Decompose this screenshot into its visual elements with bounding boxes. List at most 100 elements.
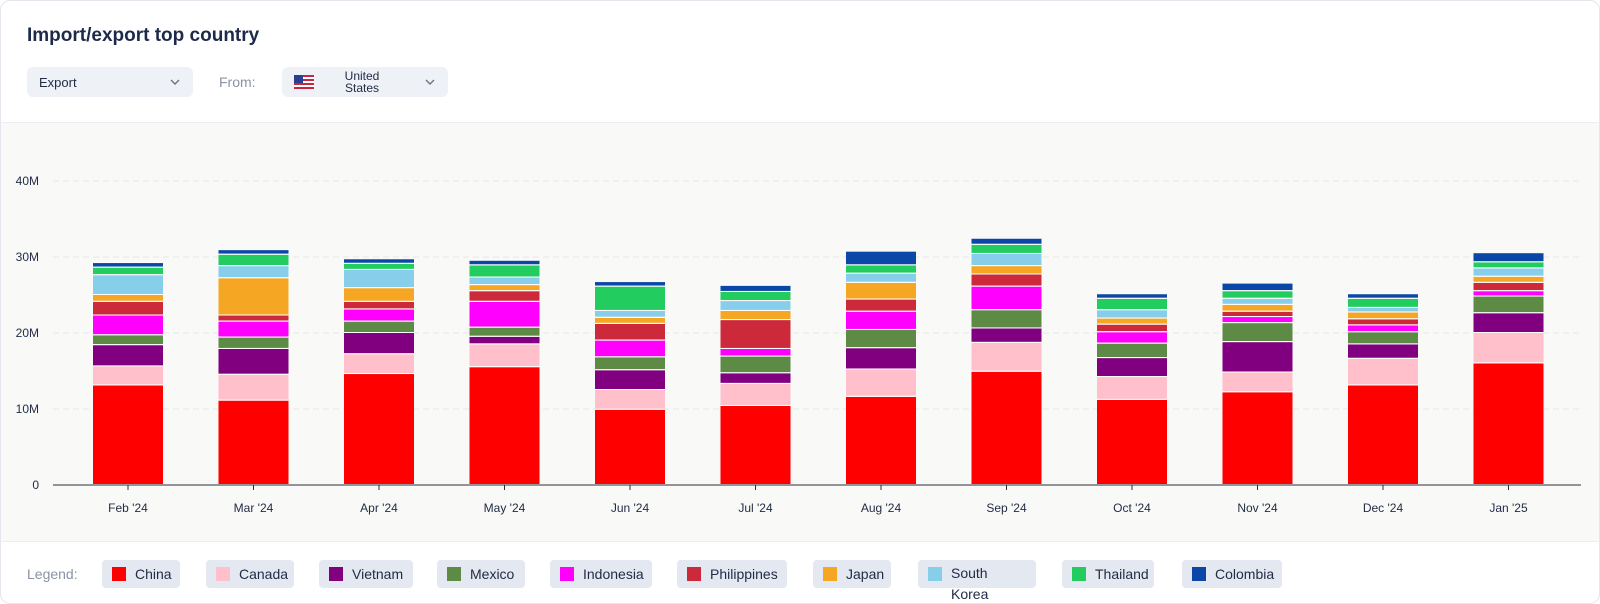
bar-segment-philippines[interactable] xyxy=(720,320,791,348)
bar-segment-china[interactable] xyxy=(344,374,414,484)
bar-segment-philippines[interactable] xyxy=(1473,282,1544,291)
bar-stack[interactable] xyxy=(1097,294,1167,485)
bar-segment-thailand[interactable] xyxy=(1222,291,1293,298)
bar-segment-philippines[interactable] xyxy=(846,299,916,311)
bar-segment-colombia[interactable] xyxy=(344,259,414,263)
bar-segment-canada[interactable] xyxy=(1348,358,1418,385)
bar-segment-canada[interactable] xyxy=(1097,377,1167,399)
bar-segment-philippines[interactable] xyxy=(971,274,1042,286)
bar-segment-south-korea[interactable] xyxy=(344,269,414,288)
bar-segment-thailand[interactable] xyxy=(971,244,1042,253)
bar-segment-japan[interactable] xyxy=(1097,318,1167,324)
bar-segment-philippines[interactable] xyxy=(1097,324,1167,332)
bar-segment-indonesia[interactable] xyxy=(1473,291,1544,296)
bar-segment-south-korea[interactable] xyxy=(1097,310,1167,318)
bar-segment-vietnam[interactable] xyxy=(720,373,791,383)
bar-segment-japan[interactable] xyxy=(846,282,916,299)
bar-segment-indonesia[interactable] xyxy=(1348,325,1418,332)
bar-segment-mexico[interactable] xyxy=(93,335,163,345)
bar-stack[interactable] xyxy=(93,263,163,485)
bar-segment-vietnam[interactable] xyxy=(469,336,540,344)
bar-segment-philippines[interactable] xyxy=(1348,319,1418,325)
legend-item-canada[interactable]: Canada xyxy=(206,560,294,588)
bar-segment-thailand[interactable] xyxy=(1097,298,1167,310)
bar-segment-colombia[interactable] xyxy=(93,263,163,267)
bar-segment-vietnam[interactable] xyxy=(344,333,414,354)
bar-segment-china[interactable] xyxy=(218,400,289,484)
bar-segment-japan[interactable] xyxy=(595,317,665,323)
bar-segment-china[interactable] xyxy=(1097,399,1167,484)
bar-segment-china[interactable] xyxy=(469,367,540,484)
legend-item-vietnam[interactable]: Vietnam xyxy=(319,560,413,588)
bar-segment-mexico[interactable] xyxy=(218,337,289,348)
legend-item-colombia[interactable]: Colombia xyxy=(1182,560,1282,588)
bar-segment-south-korea[interactable] xyxy=(93,275,163,294)
bar-segment-south-korea[interactable] xyxy=(469,277,540,285)
bar-stack[interactable] xyxy=(1222,283,1293,485)
bar-segment-colombia[interactable] xyxy=(846,251,916,265)
direction-select[interactable]: Export xyxy=(27,67,193,97)
bar-stack[interactable] xyxy=(971,238,1042,485)
bar-segment-colombia[interactable] xyxy=(1222,283,1293,291)
bar-segment-china[interactable] xyxy=(595,409,665,484)
bar-segment-vietnam[interactable] xyxy=(595,370,665,389)
bar-segment-mexico[interactable] xyxy=(344,321,414,332)
legend-item-mexico[interactable]: Mexico xyxy=(437,560,525,588)
bar-stack[interactable] xyxy=(720,285,791,485)
bar-segment-mexico[interactable] xyxy=(846,329,916,348)
bar-segment-canada[interactable] xyxy=(971,342,1042,371)
bar-segment-thailand[interactable] xyxy=(218,254,289,266)
bar-segment-indonesia[interactable] xyxy=(595,340,665,357)
bar-segment-canada[interactable] xyxy=(344,354,414,374)
bar-segment-thailand[interactable] xyxy=(595,286,665,310)
bar-segment-south-korea[interactable] xyxy=(1473,268,1544,276)
bar-segment-vietnam[interactable] xyxy=(1348,344,1418,358)
bar-segment-colombia[interactable] xyxy=(971,238,1042,244)
bar-stack[interactable] xyxy=(846,251,916,485)
bar-segment-colombia[interactable] xyxy=(1348,294,1418,298)
bar-segment-vietnam[interactable] xyxy=(1097,358,1167,377)
bar-segment-japan[interactable] xyxy=(93,295,163,301)
bar-segment-canada[interactable] xyxy=(1473,333,1544,363)
bar-segment-south-korea[interactable] xyxy=(595,310,665,317)
bar-segment-mexico[interactable] xyxy=(1222,323,1293,342)
bar-segment-colombia[interactable] xyxy=(595,282,665,286)
bar-segment-vietnam[interactable] xyxy=(218,348,289,374)
bar-segment-canada[interactable] xyxy=(846,369,916,396)
bar-segment-south-korea[interactable] xyxy=(218,266,289,278)
bar-segment-vietnam[interactable] xyxy=(971,328,1042,342)
bar-segment-indonesia[interactable] xyxy=(846,311,916,329)
bar-segment-mexico[interactable] xyxy=(1348,332,1418,344)
bar-segment-japan[interactable] xyxy=(218,278,289,315)
bar-segment-south-korea[interactable] xyxy=(720,301,791,310)
bar-segment-philippines[interactable] xyxy=(595,323,665,340)
bar-segment-vietnam[interactable] xyxy=(1473,313,1544,332)
bar-segment-canada[interactable] xyxy=(595,390,665,409)
bar-segment-indonesia[interactable] xyxy=(1097,332,1167,343)
bar-segment-indonesia[interactable] xyxy=(1222,317,1293,323)
bar-segment-china[interactable] xyxy=(971,371,1042,484)
bar-segment-canada[interactable] xyxy=(469,344,540,367)
bar-segment-colombia[interactable] xyxy=(469,260,540,265)
bar-segment-china[interactable] xyxy=(93,385,163,484)
bar-segment-colombia[interactable] xyxy=(720,285,791,291)
bar-segment-china[interactable] xyxy=(1473,363,1544,484)
bar-segment-thailand[interactable] xyxy=(1473,262,1544,268)
bar-segment-mexico[interactable] xyxy=(469,327,540,336)
bar-segment-philippines[interactable] xyxy=(469,291,540,301)
bar-segment-japan[interactable] xyxy=(1222,304,1293,311)
bar-segment-indonesia[interactable] xyxy=(720,348,791,356)
bar-segment-mexico[interactable] xyxy=(1097,343,1167,358)
bar-segment-colombia[interactable] xyxy=(218,250,289,254)
bar-segment-japan[interactable] xyxy=(1348,312,1418,319)
bar-segment-vietnam[interactable] xyxy=(93,345,163,366)
bar-segment-indonesia[interactable] xyxy=(344,309,414,321)
bar-stack[interactable] xyxy=(218,250,289,485)
bar-segment-mexico[interactable] xyxy=(1473,296,1544,313)
bar-segment-mexico[interactable] xyxy=(971,310,1042,328)
bar-stack[interactable] xyxy=(344,259,414,485)
legend-item-south-korea[interactable]: South Korea xyxy=(918,560,1036,602)
bar-segment-japan[interactable] xyxy=(971,266,1042,274)
bar-segment-colombia[interactable] xyxy=(1473,253,1544,262)
bar-segment-indonesia[interactable] xyxy=(469,301,540,327)
